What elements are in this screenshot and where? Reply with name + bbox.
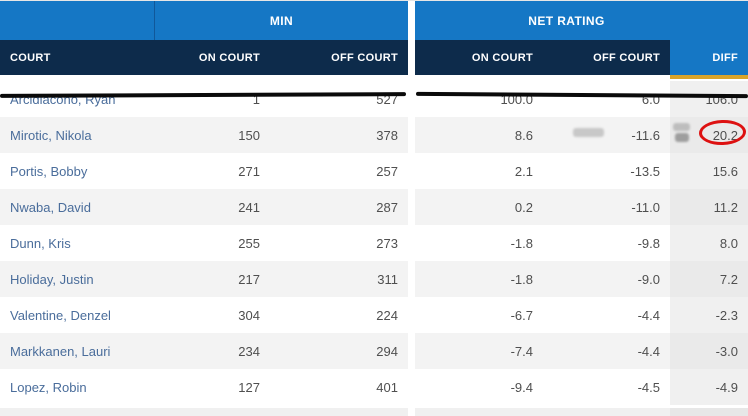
player-name-link[interactable]: Lopez, Robin	[0, 369, 155, 405]
table-body: Arcidiacono, Ryan 1 527 100.0 6.0 106.0 Miroti…	[0, 81, 748, 405]
smudge-annotation	[673, 123, 690, 131]
min-on-court-cell: 150	[155, 117, 270, 153]
net-on-court-cell: -1.8	[415, 261, 543, 297]
min-on-court-cell: 271	[155, 153, 270, 189]
section-gap	[408, 117, 415, 153]
section-divider	[408, 40, 415, 79]
net-on-court-cell: -9.4	[415, 369, 543, 405]
diff-cell: 15.6	[670, 153, 748, 189]
diff-cell: -4.9	[670, 369, 748, 405]
player-name-link[interactable]: Portis, Bobby	[0, 153, 155, 189]
player-name-link[interactable]: Holiday, Justin	[0, 261, 155, 297]
min-on-court-cell: 304	[155, 297, 270, 333]
diff-cell: 106.0	[670, 81, 748, 117]
section-gap	[408, 369, 415, 405]
col-header-min-on-court[interactable]: ON COURT	[155, 40, 270, 75]
smudge-annotation	[675, 133, 689, 142]
table-group-header: MIN NET RATING	[0, 1, 748, 40]
table-row: Lopez, Robin 127 401 -9.4 -4.5 -4.9	[0, 369, 748, 405]
section-gap	[408, 333, 415, 369]
diff-cell: -2.3	[670, 297, 748, 333]
min-off-court-cell: 527	[270, 81, 408, 117]
min-on-court-cell: 127	[155, 369, 270, 405]
min-off-court-cell: 401	[270, 369, 408, 405]
min-on-court-cell: 217	[155, 261, 270, 297]
table-row: Markkanen, Lauri 234 294 -7.4 -4.4 -3.0	[0, 333, 748, 369]
net-off-court-cell: -9.8	[543, 225, 670, 261]
min-on-court-cell: 234	[155, 333, 270, 369]
table-row: Valentine, Denzel 304 224 -6.7 -4.4 -2.3	[0, 297, 748, 333]
diff-cell: -3.0	[670, 333, 748, 369]
player-name-link[interactable]: Valentine, Denzel	[0, 297, 155, 333]
table-row: Nwaba, David 241 287 0.2 -11.0 11.2	[0, 189, 748, 225]
min-off-court-cell: 294	[270, 333, 408, 369]
min-off-court-cell: 311	[270, 261, 408, 297]
net-off-court-cell: -4.5	[543, 369, 670, 405]
section-gap	[408, 297, 415, 333]
group-header-min: MIN	[155, 1, 408, 40]
table-row: Mirotic, Nikola 150 378 8.6 -11.6 20.2	[0, 117, 748, 153]
min-off-court-cell: 287	[270, 189, 408, 225]
col-header-min-off-court[interactable]: OFF COURT	[270, 40, 408, 75]
table-row: Arcidiacono, Ryan 1 527 100.0 6.0 106.0	[0, 81, 748, 117]
player-name-link[interactable]: Mirotic, Nikola	[0, 117, 155, 153]
section-divider	[408, 1, 415, 40]
net-off-court-cell: -11.6	[543, 117, 670, 153]
min-on-court-cell: 241	[155, 189, 270, 225]
min-on-court-cell: 1	[155, 81, 270, 117]
table-column-header: COURT ON COURT OFF COURT ON COURT OFF CO…	[0, 40, 748, 79]
diff-cell: 8.0	[670, 225, 748, 261]
group-header-net-rating: NET RATING	[415, 1, 748, 40]
net-off-court-cell: -4.4	[543, 333, 670, 369]
table-row: Dunn, Kris 255 273 -1.8 -9.8 8.0	[0, 225, 748, 261]
net-on-court-cell: 100.0	[415, 81, 543, 117]
net-off-court-cell: -11.0	[543, 189, 670, 225]
smudge-annotation	[573, 128, 604, 137]
net-on-court-cell: -1.8	[415, 225, 543, 261]
player-name-link[interactable]: Arcidiacono, Ryan	[0, 81, 155, 117]
net-on-court-cell: 0.2	[415, 189, 543, 225]
table-row: Holiday, Justin 217 311 -1.8 -9.0 7.2	[0, 261, 748, 297]
diff-cell: 11.2	[670, 189, 748, 225]
col-header-diff-sorted[interactable]: DIFF	[670, 40, 748, 79]
section-gap	[408, 189, 415, 225]
col-header-net-on-court[interactable]: ON COURT	[415, 40, 543, 75]
section-gap	[408, 261, 415, 297]
net-off-court-cell: -4.4	[543, 297, 670, 333]
net-on-court-cell: -6.7	[415, 297, 543, 333]
player-name-link[interactable]: Dunn, Kris	[0, 225, 155, 261]
col-header-net-off-court[interactable]: OFF COURT	[543, 40, 670, 75]
net-on-court-cell: -7.4	[415, 333, 543, 369]
table-row: Portis, Bobby 271 257 2.1 -13.5 15.6	[0, 153, 748, 189]
net-off-court-cell: -13.5	[543, 153, 670, 189]
col-header-court[interactable]: COURT	[0, 40, 155, 75]
diff-cell: 7.2	[670, 261, 748, 297]
section-gap	[408, 225, 415, 261]
net-off-court-cell: 6.0	[543, 81, 670, 117]
min-off-court-cell: 224	[270, 297, 408, 333]
section-gap	[408, 81, 415, 117]
player-name-link[interactable]: Markkanen, Lauri	[0, 333, 155, 369]
group-header-blank	[0, 1, 155, 40]
net-on-court-cell: 2.1	[415, 153, 543, 189]
net-off-court-cell: -9.0	[543, 261, 670, 297]
min-off-court-cell: 273	[270, 225, 408, 261]
min-off-court-cell: 378	[270, 117, 408, 153]
min-off-court-cell: 257	[270, 153, 408, 189]
net-on-court-cell: 8.6	[415, 117, 543, 153]
player-name-link[interactable]: Nwaba, David	[0, 189, 155, 225]
partial-next-row	[0, 408, 748, 416]
min-on-court-cell: 255	[155, 225, 270, 261]
section-gap	[408, 153, 415, 189]
